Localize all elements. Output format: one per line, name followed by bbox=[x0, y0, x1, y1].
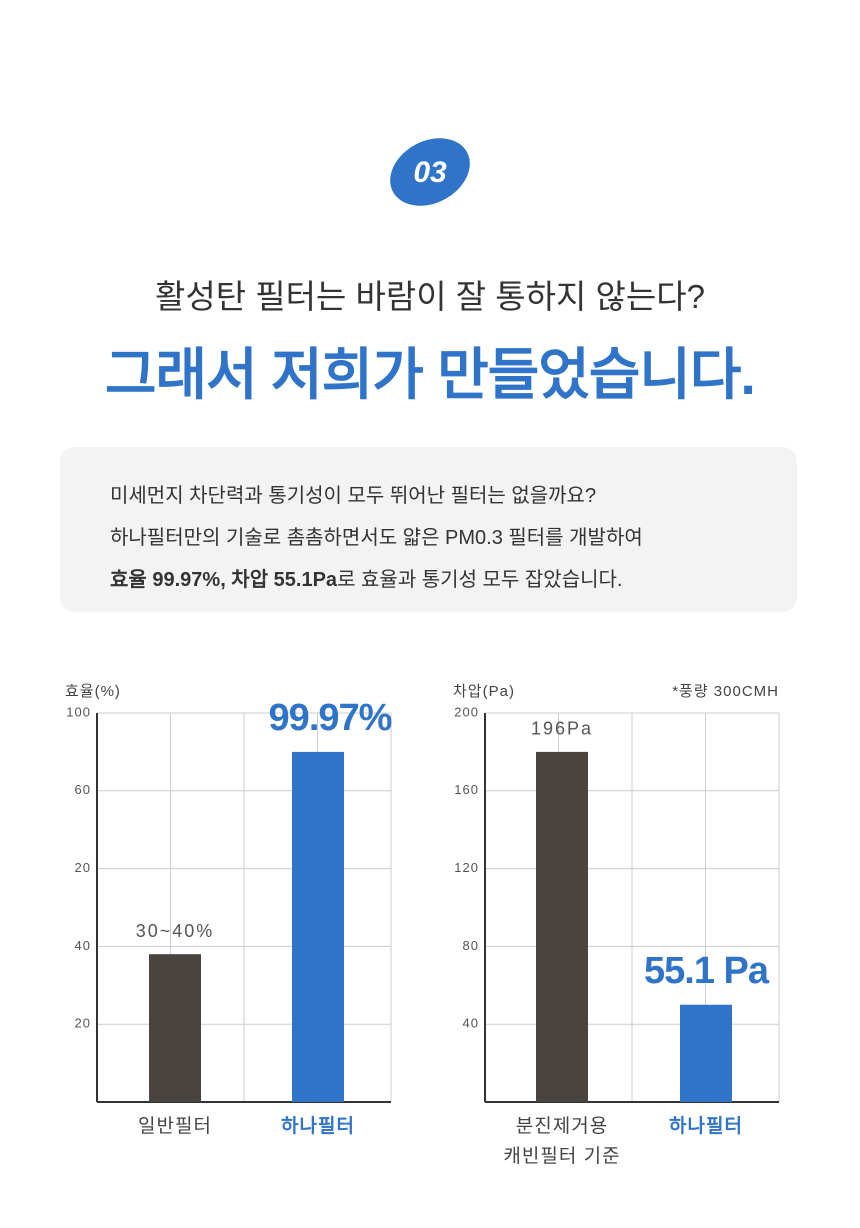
y-tick-label: 60 bbox=[75, 782, 91, 797]
y-tick-label: 40 bbox=[75, 938, 91, 953]
bar bbox=[292, 751, 344, 1102]
y-tick-label: 200 bbox=[454, 704, 479, 719]
x-tick-label: 하나필터 bbox=[669, 1116, 743, 1137]
intro-strong: 효율 99.97%, 차압 55.1Pa bbox=[110, 569, 338, 591]
y-tick-label: 40 bbox=[463, 1016, 479, 1031]
y-tick-label: 120 bbox=[454, 860, 479, 875]
annotation: 196Pa bbox=[531, 719, 593, 739]
y-tick-label: 100 bbox=[66, 704, 91, 719]
intro-line: 하나필터만의 기술로 촘촘하면서도 얇은 PM0.3 필터를 개발하여 bbox=[110, 527, 643, 549]
annotation: 30~40% bbox=[136, 921, 215, 941]
y-tick-label: 80 bbox=[463, 938, 479, 953]
y-tick-label: 20 bbox=[75, 1016, 91, 1031]
intro-box: 미세먼지 차단력과 통기성이 모두 뛰어난 필터는 없을까요? 하나필터만의 기… bbox=[60, 447, 797, 612]
intro-rest: 로 효율과 통기성 모두 잡았습니다. bbox=[337, 569, 623, 591]
y-tick-label: 20 bbox=[75, 860, 91, 875]
bar bbox=[680, 1004, 732, 1102]
badge-shape bbox=[390, 138, 470, 206]
headline: 활성탄 필터는 바람이 잘 통하지 않는다? bbox=[155, 278, 705, 315]
bar bbox=[536, 751, 588, 1102]
bar bbox=[149, 954, 201, 1102]
x-tick-label: 분진제거용 캐빈필터 기준 bbox=[503, 1116, 621, 1167]
y-tick-label: 160 bbox=[454, 782, 479, 797]
annotation: 55.1 Pa bbox=[644, 950, 770, 992]
note: *풍량 300CMH bbox=[672, 683, 779, 700]
x-tick-label: 일반필터 bbox=[138, 1116, 212, 1137]
intro-line: 미세먼지 차단력과 통기성이 모두 뛰어난 필터는 없을까요? bbox=[110, 485, 597, 507]
y-axis-label: 차압(Pa) bbox=[453, 683, 515, 700]
badge: 03 bbox=[413, 156, 447, 189]
intro-line: 효율 99.97%, 차압 55.1Pa로 효율과 통기성 모두 잡았습니다. bbox=[110, 563, 622, 592]
y-axis-label: 효율(%) bbox=[65, 683, 121, 700]
x-tick-label: 하나필터 bbox=[281, 1116, 355, 1137]
annotation: 99.97% bbox=[269, 697, 392, 739]
title: 그래서 저희가 만들었습니다. bbox=[105, 343, 756, 406]
